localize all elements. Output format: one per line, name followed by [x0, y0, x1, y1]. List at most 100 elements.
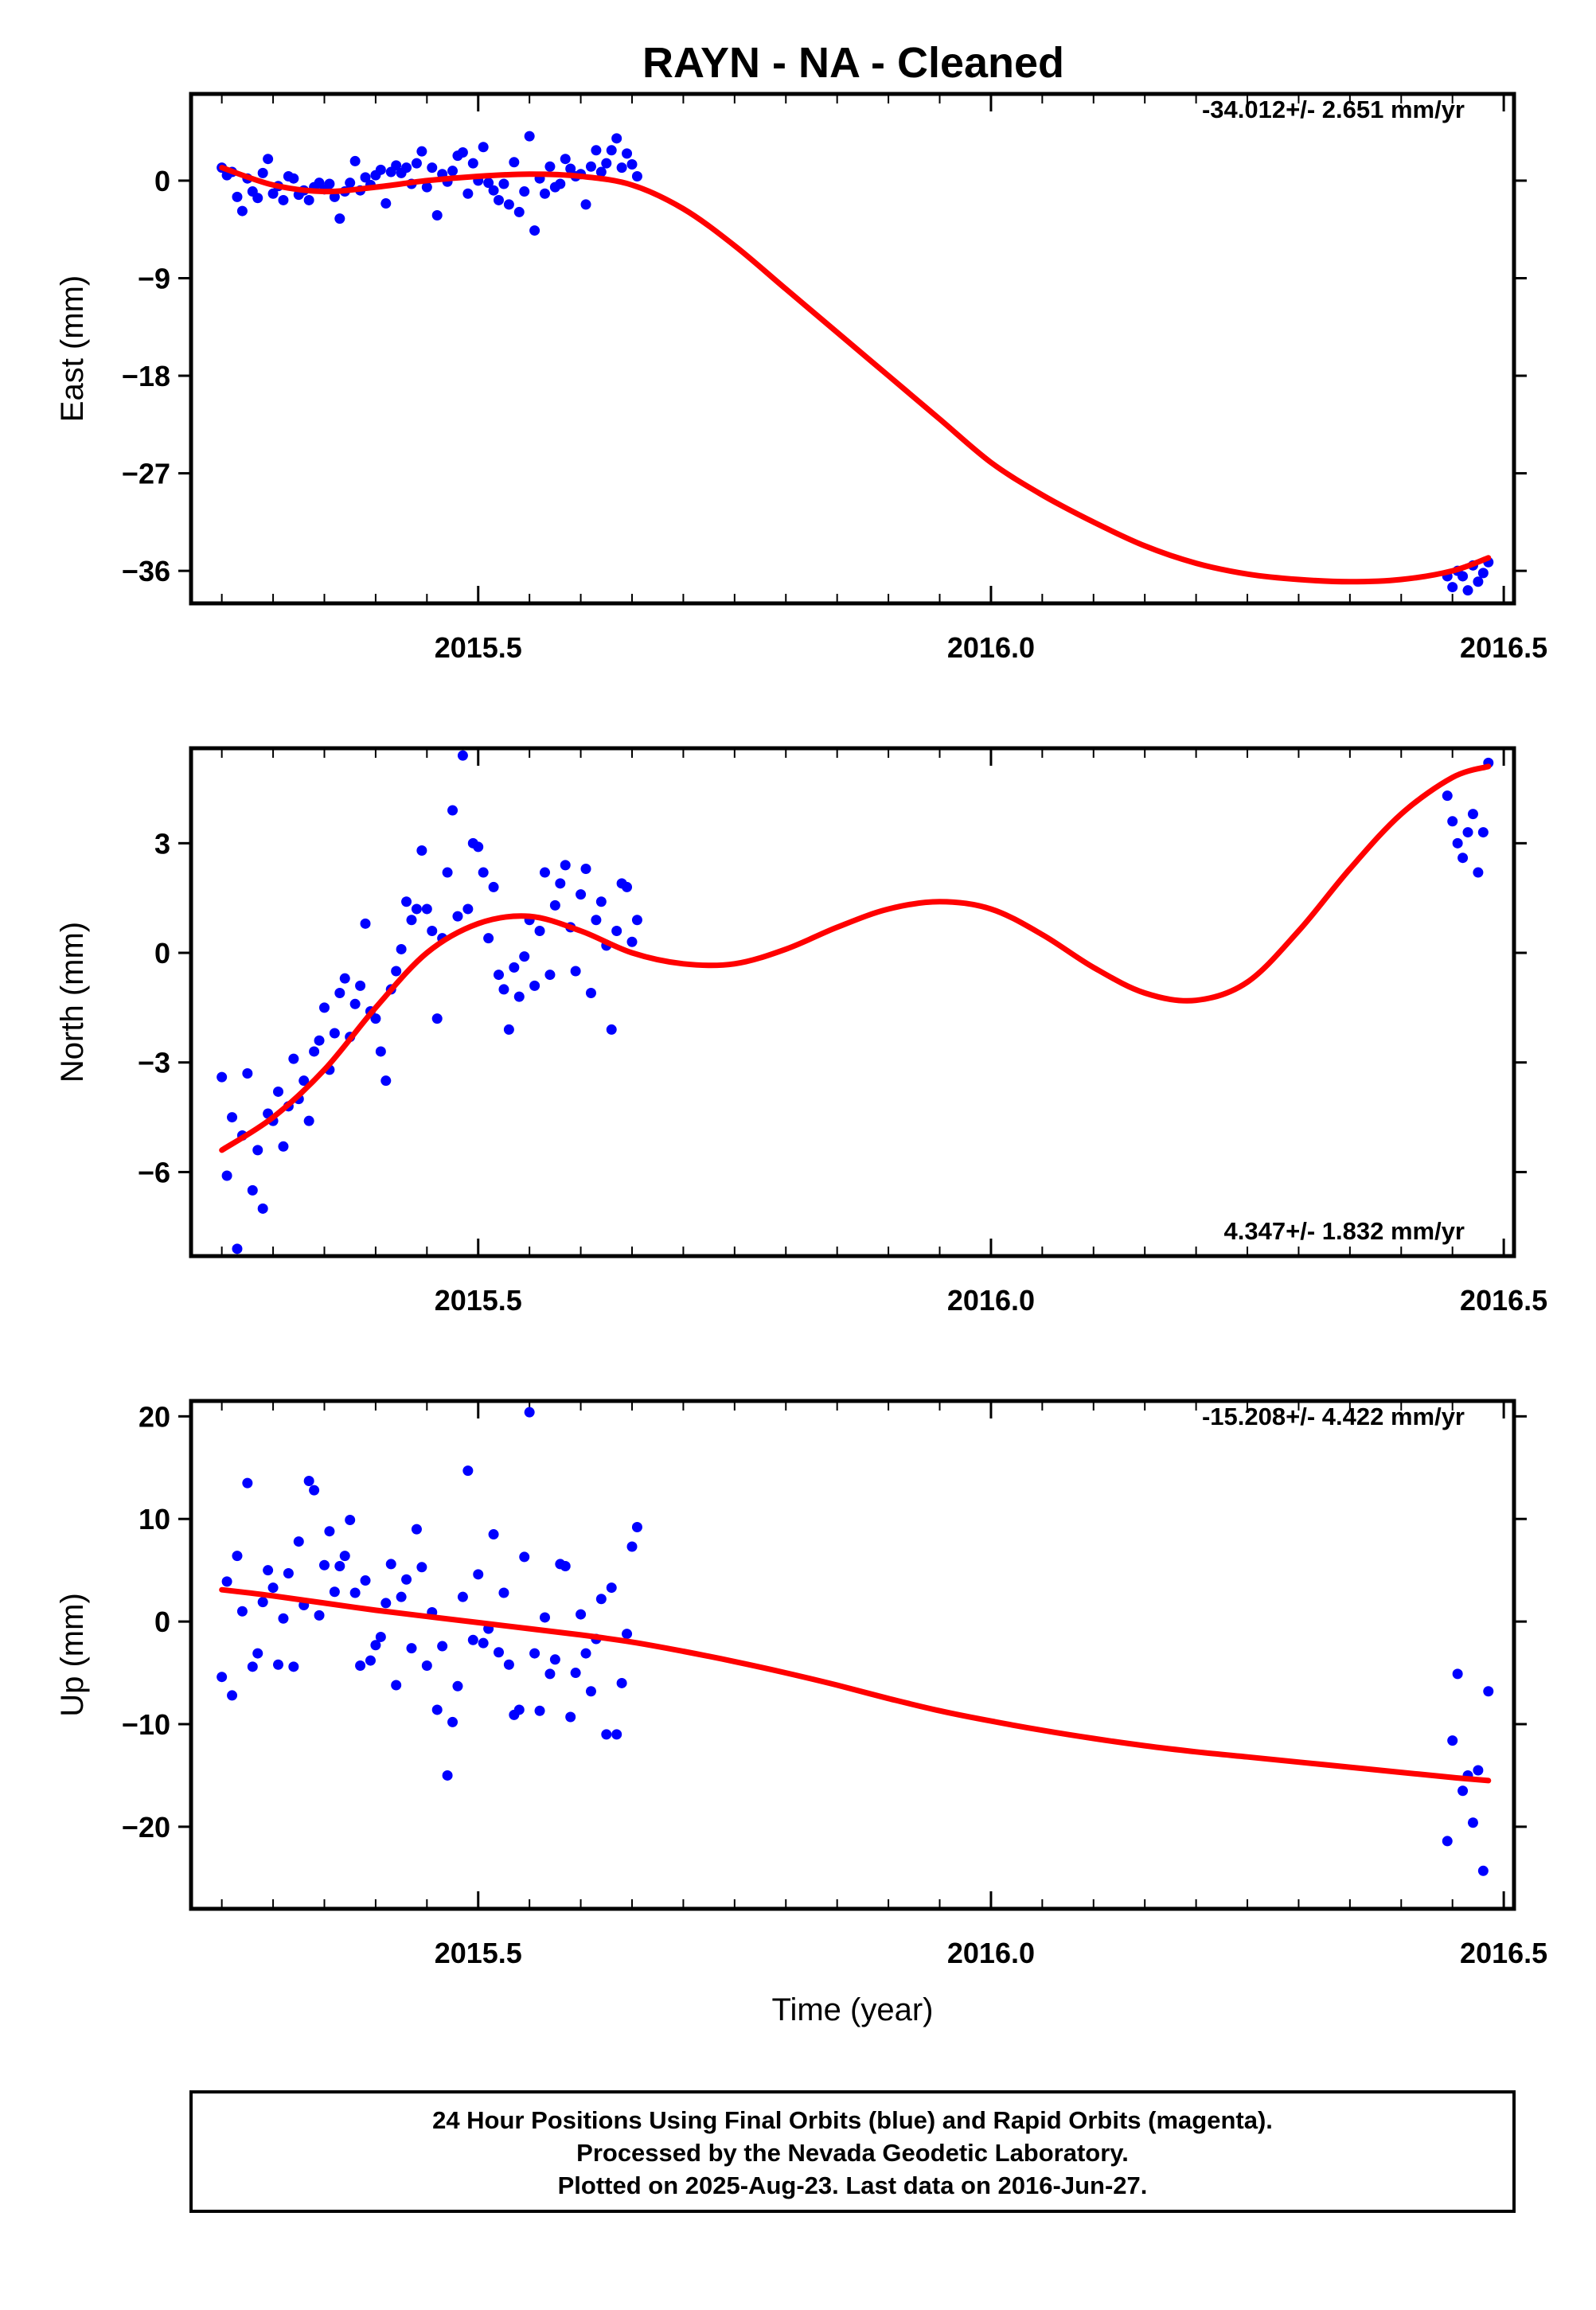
y-tick-label: −27: [122, 458, 170, 490]
footer-frame: [189, 2090, 1516, 2213]
y-tick-label: −36: [122, 555, 170, 587]
data-point: [263, 154, 274, 165]
data-point: [539, 188, 550, 199]
data-point: [1452, 837, 1463, 849]
data-point: [257, 167, 268, 178]
data-point: [334, 988, 345, 999]
data-point: [324, 1526, 335, 1537]
data-point: [494, 1647, 505, 1658]
data-point: [1457, 1785, 1469, 1797]
footer-line-1: 24 Hour Positions Using Final Orbits (bl…: [432, 2106, 1273, 2134]
data-point: [513, 206, 525, 217]
data-point: [401, 896, 412, 907]
data-point: [257, 1203, 268, 1214]
data-point: [314, 1035, 325, 1046]
x-tick-label: 2016.5: [1460, 631, 1547, 664]
data-point: [1452, 1668, 1463, 1680]
data-point: [534, 1705, 545, 1716]
data-point: [1467, 1817, 1478, 1828]
data-point: [227, 1112, 238, 1123]
data-point: [236, 205, 248, 217]
data-point: [427, 162, 438, 174]
data-point: [498, 1587, 509, 1598]
data-point: [1457, 571, 1469, 582]
data-point: [242, 1477, 253, 1489]
footer-line-2: Processed by the Nevada Geodetic Laborat…: [576, 2139, 1129, 2167]
data-point: [503, 199, 514, 210]
data-point: [288, 1661, 299, 1672]
x-tick-label: 2016.5: [1460, 1937, 1547, 1969]
data-point: [565, 163, 576, 174]
data-point: [595, 896, 607, 907]
data-point: [232, 1243, 243, 1255]
data-point: [283, 1568, 294, 1579]
data-point: [278, 1613, 289, 1624]
data-point: [406, 915, 417, 926]
data-point: [478, 1637, 489, 1649]
data-point: [457, 1591, 468, 1602]
data-point: [631, 170, 642, 181]
data-point: [309, 1485, 320, 1496]
data-point: [462, 903, 474, 915]
data-point: [529, 980, 540, 991]
data-point: [1477, 568, 1489, 579]
data-point: [360, 172, 371, 183]
data-point: [273, 1086, 284, 1097]
data-point: [560, 860, 571, 871]
north-panel: 2015.5 2016.0 2016.5 3 0 −3 −6 North (mm) 4.347+…: [55, 746, 1547, 1317]
data-point: [380, 1598, 392, 1609]
data-point: [513, 1704, 525, 1715]
data-point: [221, 1170, 232, 1181]
data-point: [478, 142, 489, 153]
data-point: [345, 178, 356, 189]
data-point: [544, 161, 556, 172]
data-point: [529, 1648, 540, 1659]
data-point: [345, 1515, 356, 1526]
rate-annotation: -15.208+/- 4.422 mm/yr: [1202, 1403, 1465, 1430]
data-point: [488, 1529, 499, 1540]
data-point: [431, 210, 443, 221]
data-point: [217, 1071, 228, 1083]
data-point: [257, 1597, 268, 1608]
data-point: [488, 881, 499, 892]
data-point: [498, 178, 509, 189]
data-point: [462, 1465, 474, 1477]
data-point: [427, 925, 438, 936]
data-point: [462, 188, 474, 199]
data-point: [549, 899, 560, 911]
data-point: [591, 915, 602, 926]
data-point: [570, 1668, 581, 1679]
data-point: [375, 1631, 386, 1642]
data-point: [565, 1711, 576, 1723]
data-point: [1473, 1765, 1484, 1776]
data-point: [411, 1524, 422, 1535]
data-point: [431, 1704, 443, 1715]
data-point: [360, 918, 371, 929]
data-point: [1447, 582, 1458, 593]
data-point: [626, 1541, 638, 1552]
data-point: [339, 1551, 350, 1562]
y-tick-label: −3: [138, 1047, 170, 1079]
data-point: [324, 178, 335, 189]
data-point: [478, 867, 489, 878]
y-axis-label: Up (mm): [55, 1593, 90, 1717]
data-point: [591, 145, 602, 156]
data-point: [585, 1686, 596, 1697]
data-point: [606, 1024, 617, 1035]
data-point: [303, 194, 314, 205]
data-point: [544, 970, 556, 981]
east-panel: 2015.5 2016.0 2016.5 0 −9 −18 −27 −36 East (mm) -…: [55, 92, 1547, 664]
data-point: [303, 1476, 314, 1487]
y-tick-label: −9: [138, 262, 170, 295]
data-point: [519, 1551, 530, 1563]
data-point: [1447, 1735, 1458, 1746]
data-point: [370, 1013, 381, 1024]
data-point: [288, 1053, 299, 1064]
data-point: [467, 158, 478, 169]
data-point: [421, 1660, 432, 1672]
y-tick-label: 0: [154, 937, 170, 970]
data-point: [370, 1640, 381, 1651]
data-point: [263, 1565, 274, 1576]
data-point: [570, 966, 581, 977]
